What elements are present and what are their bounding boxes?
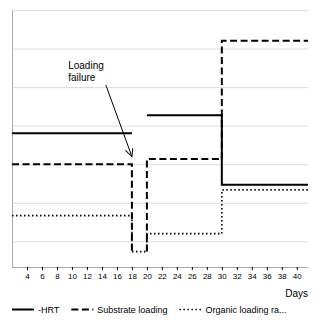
series-line [12,115,308,184]
x-tick-label: 14 [98,272,107,281]
x-axis-title: Days [285,288,308,299]
legend-swatch [179,309,201,311]
x-tick-mark [177,267,178,270]
legend-item: -HRT [12,305,60,315]
legend: -HRT Substrate loading Organic loading ra.… [12,305,286,315]
x-axis: 4 6 8 10 12 14 16 18 20 22 24 26 28 30 32 34 36 38 40 [13,267,309,281]
y-tick [12,126,308,127]
lines [12,41,308,252]
x-tick: 14 [98,267,107,281]
y-axis [12,11,308,268]
y-tick [12,241,308,242]
x-tick: 38 [278,267,287,281]
legend-item: Organic loading ra... [179,305,286,315]
x-tick: 18 [128,267,137,281]
x-tick-mark [237,267,238,270]
x-tick-label: 26 [188,272,197,281]
x-tick-label: 20 [143,272,152,281]
annotation: Loadingfailure [68,60,104,83]
x-tick: 22 [158,267,167,281]
x-tick-label: 36 [263,272,272,281]
x-axis-line [13,267,309,268]
x-tick: 26 [188,267,197,281]
x-tick-label: 6 [40,272,45,281]
x-tick-label: 34 [248,272,257,281]
series-line [12,41,308,252]
annotations: Loadingfailure [68,60,132,156]
y-tick [12,87,308,88]
grid-line [12,203,308,204]
chart: -HRT Substrate loading Organic loading ra.… [0,0,320,320]
x-tick: 34 [248,267,257,281]
x-tick-label: 10 [68,272,77,281]
x-tick-mark [207,267,208,270]
x-tick-mark [297,267,298,270]
legend-label: Substrate loading [97,305,167,315]
annotation-arrow [106,85,132,157]
x-tick-label: 22 [158,272,167,281]
x-tick-label: 12 [83,272,92,281]
x-tick-mark [42,267,43,270]
x-tick-label: 28 [203,272,212,281]
x-tick: 32 [233,267,242,281]
y-tick [12,49,308,50]
x-tick: 10 [68,267,77,281]
legend-label: -HRT [38,305,60,315]
grid-line [12,126,308,127]
x-tick-mark [192,267,193,270]
x-tick: 30 [218,267,227,281]
x-tick: 28 [203,267,212,281]
legend-label: Organic loading ra... [205,305,286,315]
x-tick-mark [27,267,28,270]
x-tick-mark [222,267,223,270]
x-tick-mark [57,267,58,270]
x-tick-mark [147,267,148,270]
grid-line [12,49,308,50]
x-tick-label: 40 [293,272,302,281]
x-tick-mark [162,267,163,270]
x-tick-label: 24 [173,272,182,281]
x-tick: 16 [113,267,122,281]
x-tick-mark [132,267,133,270]
y-tick [12,203,308,204]
x-tick: 20 [143,267,152,281]
x-tick-mark [282,267,283,270]
x-tick: 12 [83,267,92,281]
x-tick-label: 16 [113,272,122,281]
x-tick-mark [87,267,88,270]
x-tick: 40 [293,267,302,281]
grid-line [12,241,308,242]
legend-swatch [12,309,34,311]
x-tick-label: 32 [233,272,242,281]
grid-line [12,87,308,88]
x-tick-label: 30 [218,272,227,281]
x-tick-label: 4 [25,272,30,281]
plot: 4 6 8 10 12 14 16 18 20 22 24 26 28 30 32 34 36 38 40 Days L… [12,11,309,300]
x-tick-mark [267,267,268,270]
grid-line [12,10,308,11]
x-tick-mark [72,267,73,270]
x-tick: 4 [25,267,30,281]
x-tick: 6 [40,267,45,281]
x-tick-label: 18 [128,272,137,281]
x-tick-mark [117,267,118,270]
x-tick: 24 [173,267,182,281]
x-tick: 36 [263,267,272,281]
legend-item: Substrate loading [71,305,167,315]
y-tick [12,10,308,11]
x-tick-label: 8 [55,272,60,281]
x-tick-mark [252,267,253,270]
x-tick-mark [102,267,103,270]
series-line [12,190,308,252]
x-tick-label: 38 [278,272,287,281]
legend-swatch [71,309,93,311]
x-tick: 8 [55,267,60,281]
